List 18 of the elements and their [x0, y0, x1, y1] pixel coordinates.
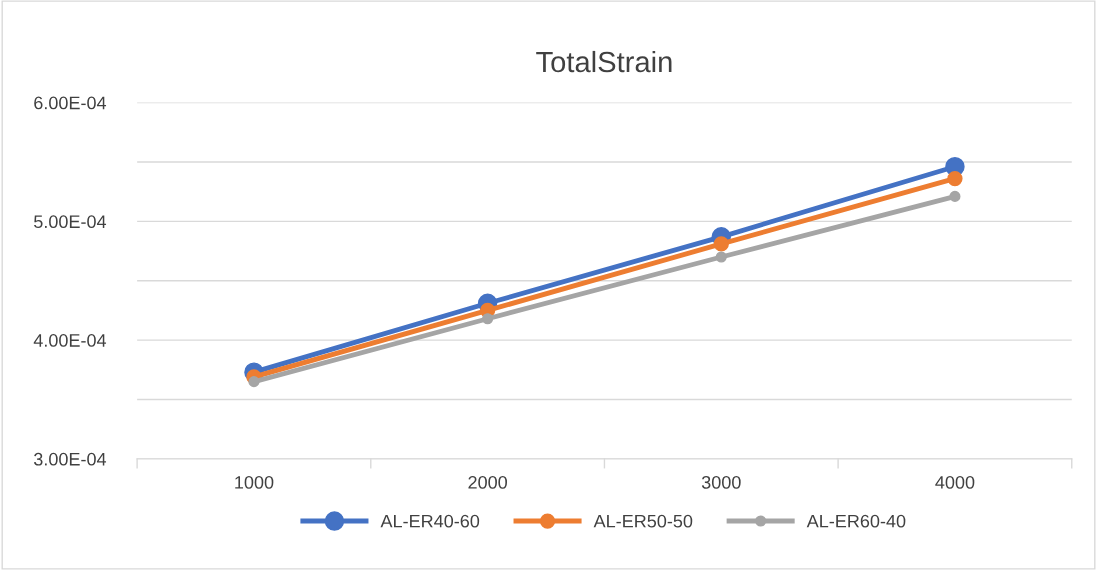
point: [713, 236, 729, 252]
point: [949, 190, 961, 202]
y-tick-label: 4.00E-04: [33, 334, 107, 347]
chart-title: TotalStrain: [536, 50, 672, 73]
x-tick-label: 3000: [701, 475, 741, 489]
point: [715, 251, 727, 263]
x-tick-label: 1000: [235, 475, 274, 489]
x-tick-label: 2000: [468, 475, 507, 489]
point: [482, 313, 494, 325]
legend-label: AL-ER40-60: [380, 514, 480, 528]
y-tick-label: 3.00E-04: [33, 452, 107, 466]
point: [248, 376, 260, 388]
legend-label: AL-ER50-50: [593, 514, 693, 528]
x-tick-label: 4000: [935, 475, 975, 489]
legend-label: AL-ER60-40: [806, 514, 906, 528]
point: [947, 170, 963, 187]
y-tick-label: 5.00E-04: [34, 215, 107, 229]
y-tick-label: 6.00E-04: [34, 96, 107, 110]
